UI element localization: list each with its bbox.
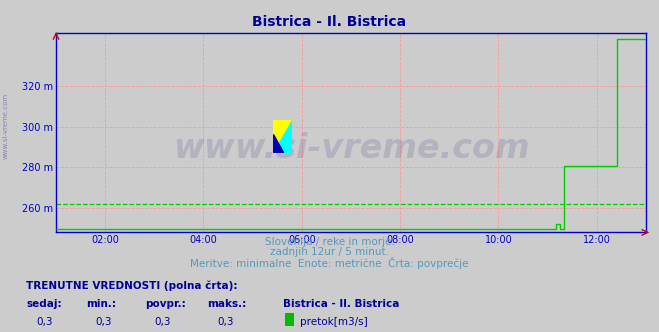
Text: zadnjih 12ur / 5 minut.: zadnjih 12ur / 5 minut. — [270, 247, 389, 257]
Polygon shape — [273, 134, 283, 153]
Text: pretok[m3/s]: pretok[m3/s] — [300, 317, 368, 327]
Text: Meritve: minimalne  Enote: metrične  Črta: povprečje: Meritve: minimalne Enote: metrične Črta:… — [190, 257, 469, 269]
Text: Bistrica - Il. Bistrica: Bistrica - Il. Bistrica — [283, 299, 400, 309]
Text: Slovenija / reke in morje.: Slovenija / reke in morje. — [264, 237, 395, 247]
Text: Bistrica - Il. Bistrica: Bistrica - Il. Bistrica — [252, 15, 407, 29]
Text: maks.:: maks.: — [208, 299, 247, 309]
Text: povpr.:: povpr.: — [145, 299, 186, 309]
Text: 0,3: 0,3 — [217, 317, 234, 327]
Text: 0,3: 0,3 — [155, 317, 171, 327]
Text: www.si-vreme.com: www.si-vreme.com — [2, 93, 9, 159]
Text: TRENUTNE VREDNOSTI (polna črta):: TRENUTNE VREDNOSTI (polna črta): — [26, 281, 238, 291]
Polygon shape — [273, 120, 292, 153]
Text: sedaj:: sedaj: — [26, 299, 62, 309]
Text: min.:: min.: — [86, 299, 116, 309]
Text: www.si-vreme.com: www.si-vreme.com — [173, 132, 529, 165]
Text: 0,3: 0,3 — [96, 317, 112, 327]
Text: 0,3: 0,3 — [36, 317, 53, 327]
Polygon shape — [273, 120, 292, 153]
